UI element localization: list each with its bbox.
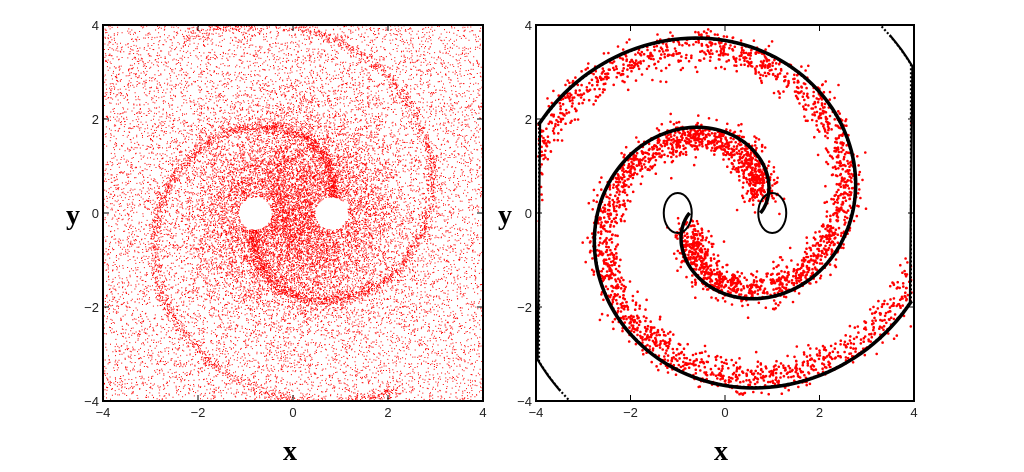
left-panel: −4 −2 0 2 4 −4 −2 0 2 4 y x — [66, 18, 487, 467]
left-y-tick-label: 2 — [92, 112, 99, 127]
right-x-tick-label: 4 — [910, 405, 917, 420]
right-x-tick-label: 0 — [721, 405, 728, 420]
right-ticks: −4 −2 0 2 4 −4 −2 0 2 4 — [517, 18, 917, 420]
right-plot-area — [536, 25, 914, 401]
right-red-points — [537, 28, 913, 396]
right-central-loop — [662, 192, 693, 234]
left-y-tick-label: −4 — [84, 394, 99, 409]
right-y-tick-label: −4 — [517, 394, 532, 409]
left-y-tick-label: 0 — [92, 206, 99, 221]
right-x-axis-label: x — [714, 436, 728, 467]
left-plot-area — [103, 25, 484, 402]
right-y-axis-label: y — [498, 200, 512, 231]
right-y-tick-label: 2 — [525, 112, 532, 127]
right-black-spiral-arm — [536, 37, 857, 392]
left-y-axis-label: y — [66, 200, 80, 231]
left-ticks: −4 −2 0 2 4 −4 −2 0 2 4 — [84, 18, 486, 420]
right-y-tick-label: −2 — [517, 300, 532, 315]
right-x-tick-label: −4 — [529, 405, 544, 420]
right-x-tick-label: −2 — [623, 405, 638, 420]
right-frame — [535, 24, 915, 402]
left-x-tick-label: 4 — [479, 405, 486, 420]
left-x-tick-label: 2 — [384, 405, 391, 420]
left-x-tick-label: 0 — [289, 405, 296, 420]
left-x-tick-label: −2 — [191, 405, 206, 420]
right-central-loop — [757, 192, 788, 234]
right-black-spiral-arm — [593, 25, 913, 389]
right-y-tick-label: 0 — [525, 206, 532, 221]
right-y-tick-label: 4 — [525, 18, 532, 33]
left-y-tick-label: 4 — [92, 18, 99, 33]
right-x-tick-label: 2 — [816, 405, 823, 420]
left-red-point-cloud — [103, 25, 484, 402]
left-x-axis-label: x — [283, 436, 297, 467]
right-black-spiral-arm — [593, 34, 914, 389]
right-panel: −4 −2 0 2 4 −4 −2 0 2 4 y x — [498, 18, 918, 467]
left-y-tick-label: −2 — [84, 300, 99, 315]
left-x-tick-label: −4 — [96, 405, 111, 420]
